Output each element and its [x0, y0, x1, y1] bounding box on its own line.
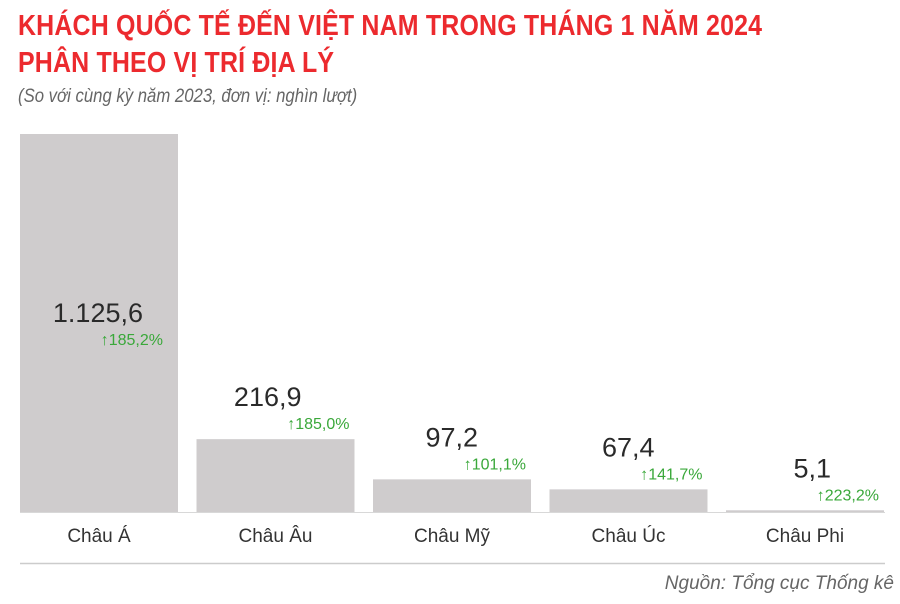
source-note: Nguồn: Tổng cục Thống kê	[664, 573, 894, 594]
category-label: Châu Úc	[592, 525, 666, 547]
chart-title: KHÁCH QUỐC TẾ ĐẾN VIỆT NAM TRONG THÁNG 1…	[18, 10, 763, 42]
chart-subtitle: (So với cùng kỳ năm 2023, đơn vị: nghìn …	[18, 86, 358, 107]
category-label: Châu Phi	[766, 526, 844, 547]
value-label: 216,9	[234, 382, 302, 412]
chart-title-line2: PHÂN THEO VỊ TRÍ ĐỊA LÝ	[18, 47, 335, 79]
change-label: ↑223,2%	[817, 487, 879, 504]
bar-1	[196, 439, 355, 512]
category-label: Châu Á	[67, 526, 131, 547]
change-label: ↑185,0%	[287, 416, 349, 433]
category-label: Châu Mỹ	[414, 526, 491, 547]
change-label: ↑185,2%	[101, 332, 163, 349]
bar-4	[726, 510, 884, 512]
value-label: 5,1	[793, 453, 831, 483]
change-label: ↑101,1%	[464, 456, 526, 473]
category-label: Châu Âu	[239, 525, 313, 547]
value-label: 1.125,6	[53, 298, 143, 328]
value-label: 67,4	[602, 432, 655, 462]
bar-3	[549, 489, 708, 512]
bar-2	[373, 479, 531, 512]
bar-0	[20, 134, 178, 512]
value-label: 97,2	[425, 422, 478, 452]
change-label: ↑141,7%	[640, 466, 702, 483]
